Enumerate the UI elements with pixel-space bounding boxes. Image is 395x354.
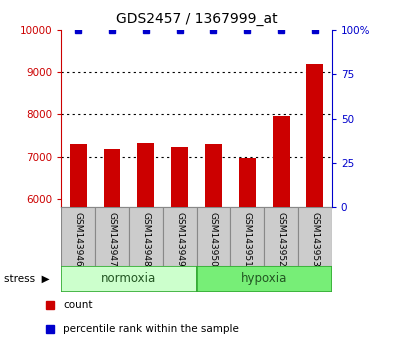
Bar <box>61 266 197 292</box>
Bar <box>230 207 264 266</box>
Text: normoxia: normoxia <box>101 272 156 285</box>
Bar <box>163 207 197 266</box>
Bar <box>95 207 129 266</box>
Bar <box>197 207 230 266</box>
Bar <box>70 144 87 354</box>
Bar <box>264 207 298 266</box>
Bar <box>103 149 120 354</box>
Bar <box>239 158 256 354</box>
Bar <box>129 207 163 266</box>
Text: GSM143946: GSM143946 <box>73 212 83 267</box>
Text: GSM143950: GSM143950 <box>209 212 218 267</box>
Bar <box>61 207 95 266</box>
Bar <box>298 207 332 266</box>
Bar <box>205 144 222 354</box>
Text: GSM143948: GSM143948 <box>141 212 150 267</box>
Text: GSM143953: GSM143953 <box>310 212 320 267</box>
Text: GSM143951: GSM143951 <box>243 212 252 267</box>
Text: count: count <box>63 300 92 310</box>
Text: GSM143947: GSM143947 <box>107 212 117 267</box>
Text: hypoxia: hypoxia <box>241 272 287 285</box>
Bar <box>197 266 332 292</box>
Title: GDS2457 / 1367999_at: GDS2457 / 1367999_at <box>116 12 277 26</box>
Text: percentile rank within the sample: percentile rank within the sample <box>63 324 239 334</box>
Text: GSM143949: GSM143949 <box>175 212 184 267</box>
Bar <box>273 116 290 354</box>
Text: GSM143952: GSM143952 <box>276 212 286 267</box>
Bar <box>137 143 154 354</box>
Bar <box>307 64 324 354</box>
Text: stress  ▶: stress ▶ <box>4 274 50 284</box>
Bar <box>171 147 188 354</box>
